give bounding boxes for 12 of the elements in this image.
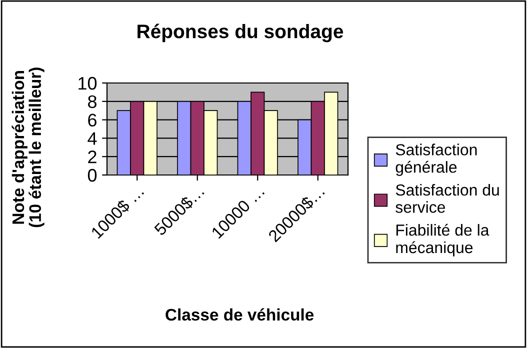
legend-label: Satisfaction du service	[396, 184, 499, 213]
y-tick-label: 10	[78, 76, 97, 90]
legend-label: Fiabilité de la mécanique	[396, 224, 490, 256]
y-tick-label: 2	[88, 150, 96, 164]
y-tick-label: 0	[88, 168, 97, 182]
x-axis-title: Classe de véhicule	[166, 308, 314, 321]
y-axis-title: Note d'appréciation (10 étant le meilleur)	[12, 68, 44, 228]
y-tick-label: 8	[88, 95, 96, 108]
legend-label: Satisfaction générale	[396, 144, 477, 176]
y-tick-label: 4	[88, 132, 97, 145]
chart-title: Réponses du sondage	[138, 24, 344, 42]
y-tick-label: 6	[88, 114, 96, 127]
